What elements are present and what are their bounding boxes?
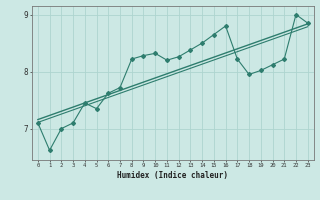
X-axis label: Humidex (Indice chaleur): Humidex (Indice chaleur) xyxy=(117,171,228,180)
